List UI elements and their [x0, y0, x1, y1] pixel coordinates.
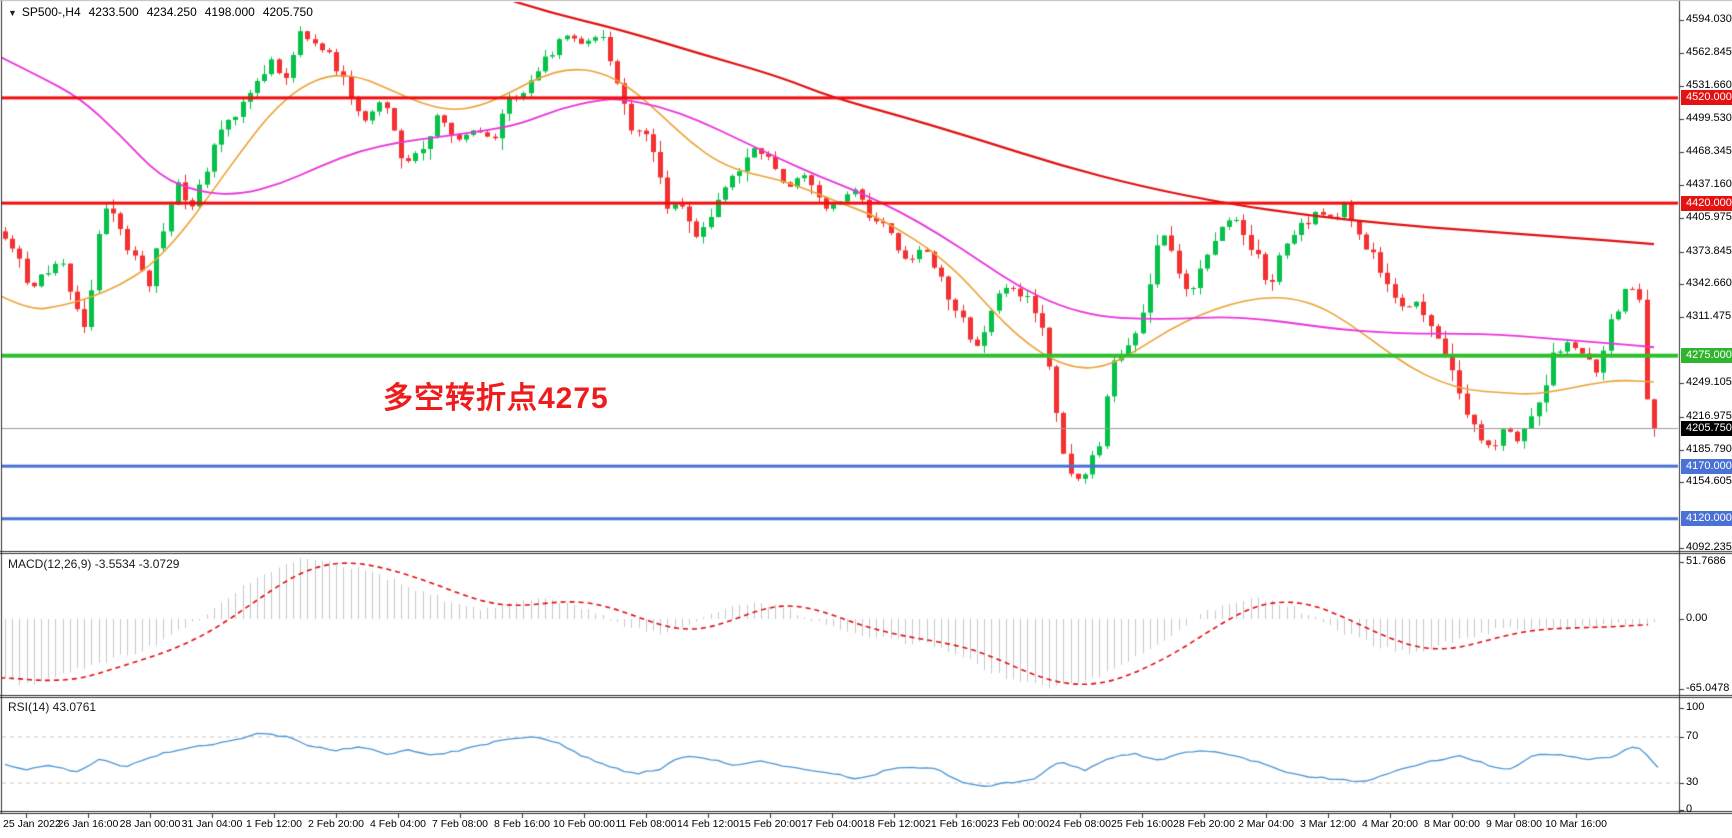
time-tick-label: 17 Feb 04:00	[801, 818, 863, 830]
rsi-tick-label: 0	[1686, 803, 1693, 815]
time-tick-label: 25 Jan 2022	[3, 818, 61, 830]
time-tick-label: 11 Feb 08:00	[615, 818, 677, 830]
time-tick-label: 9 Mar 08:00	[1485, 818, 1543, 830]
time-tick-label: 8 Feb 16:00	[493, 818, 551, 830]
time-tick-label: 31 Jan 04:00	[181, 818, 243, 830]
time-tick-label: 3 Mar 12:00	[1299, 818, 1357, 830]
rsi-indicator-label: RSI(14) 43.0761	[8, 700, 97, 714]
price-tick-label: 4562.845	[1686, 45, 1732, 58]
time-tick-label: 4 Feb 04:00	[369, 818, 427, 830]
price-line-badge: 4420.000	[1681, 195, 1732, 211]
time-tick-label: 15 Feb 20:00	[739, 818, 801, 830]
price-tick-label: 4594.030	[1686, 13, 1732, 25]
macd-tick-label: -65.0478	[1686, 682, 1730, 694]
rsi-tick-label: 70	[1686, 729, 1699, 742]
time-tick-label: 7 Feb 08:00	[431, 818, 489, 830]
price-tick-label: 4342.660	[1686, 277, 1732, 290]
price-tick-label: 4531.660	[1686, 78, 1732, 91]
price-line-badge: 4205.750	[1681, 421, 1732, 437]
quote-low: 4198.000	[204, 5, 255, 19]
price-axis[interactable]: 4594.030 4562.845 4531.660 4499.530 4468.345…	[1680, 0, 1732, 815]
rsi-tick-label: 30	[1686, 775, 1699, 788]
macd-tick-label: 0.00	[1686, 611, 1708, 624]
price-tick-label: 4499.530	[1686, 112, 1732, 125]
symbol-name: SP500-,H4	[21, 5, 81, 19]
quote-close: 4205.750	[262, 5, 313, 19]
price-tick-label: 4468.345	[1686, 145, 1732, 158]
price-tick-label: 4311.475	[1686, 310, 1732, 323]
price-line-badge: 4520.000	[1681, 90, 1732, 106]
price-tick-label: 4092.235	[1686, 540, 1732, 553]
time-tick-label: 18 Feb 12:00	[863, 818, 925, 830]
price-tick-label: 4185.790	[1686, 442, 1732, 455]
time-tick-label: 2 Mar 04:00	[1237, 818, 1295, 830]
price-tick-label: 4373.845	[1686, 244, 1732, 257]
price-tick-label: 4249.105	[1686, 375, 1732, 388]
time-tick-label: 28 Feb 20:00	[1173, 818, 1235, 830]
time-tick-label: 24 Feb 08:00	[1049, 818, 1111, 830]
quote-open: 4233.500	[88, 5, 139, 19]
time-tick-label: 10 Mar 16:00	[1545, 818, 1607, 830]
time-tick-label: 25 Feb 16:00	[1111, 818, 1173, 830]
price-tick-label: 4405.975	[1686, 210, 1732, 223]
symbol-quote-header: ▼ SP500-,H4 4233.500 4234.250 4198.000 4205.7…	[8, 5, 321, 19]
chevron-down-icon[interactable]: ▼	[8, 8, 17, 18]
price-line-badge: 4120.000	[1681, 511, 1732, 527]
time-tick-label: 26 Jan 16:00	[57, 818, 119, 830]
time-tick-label: 21 Feb 16:00	[925, 818, 987, 830]
rsi-tick-label: 100	[1686, 701, 1705, 713]
time-tick-label: 8 Mar 00:00	[1423, 818, 1481, 830]
time-axis[interactable]: 25 Jan 2022 26 Jan 16:00 28 Jan 00:00 31 Ja…	[0, 812, 1680, 838]
time-tick-label: 2 Feb 20:00	[307, 818, 365, 830]
time-tick-label: 1 Feb 12:00	[245, 818, 303, 830]
time-tick-label: 23 Feb 00:00	[987, 818, 1049, 830]
time-tick-label: 4 Mar 20:00	[1361, 818, 1419, 830]
price-line-badge: 4275.000	[1681, 348, 1732, 364]
quote-high: 4234.250	[146, 5, 197, 19]
macd-indicator-label: MACD(12,26,9) -3.5534 -3.0729	[8, 557, 180, 571]
time-tick-label: 28 Jan 00:00	[119, 818, 181, 830]
price-line-badge: 4170.000	[1681, 458, 1732, 474]
price-tick-label: 4216.975	[1686, 409, 1732, 422]
time-tick-label: 14 Feb 12:00	[677, 818, 739, 830]
pivot-annotation-text: 多空转折点4275	[383, 382, 609, 415]
time-tick-label: 10 Feb 00:00	[553, 818, 615, 830]
price-tick-label: 4437.160	[1686, 178, 1732, 191]
price-tick-label: 4154.605	[1686, 475, 1732, 488]
macd-tick-label: 51.7686	[1686, 555, 1726, 567]
